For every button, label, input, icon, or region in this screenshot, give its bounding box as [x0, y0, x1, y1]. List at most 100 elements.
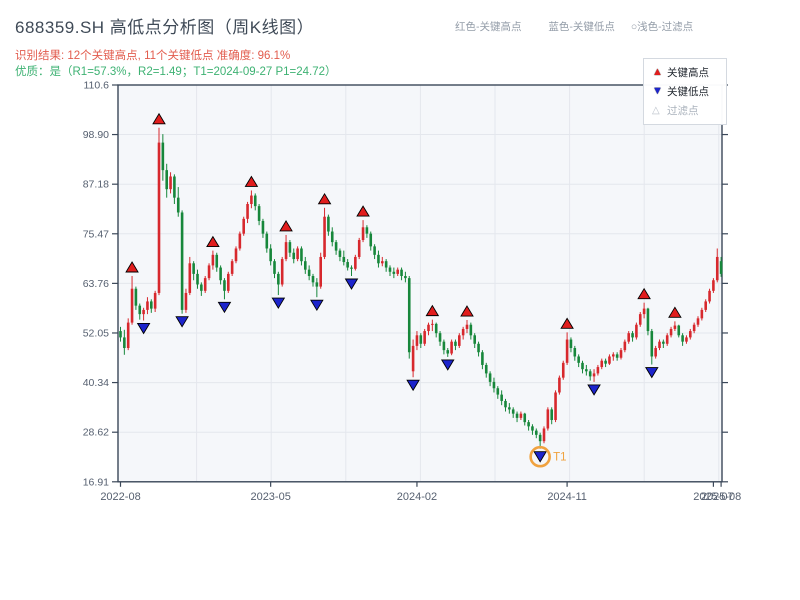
candle-body — [685, 337, 688, 342]
candle — [419, 333, 423, 349]
candle-body — [130, 288, 134, 323]
candle — [130, 276, 134, 325]
candle-body — [350, 267, 353, 269]
candle — [300, 246, 303, 266]
candle — [600, 358, 604, 370]
candle-body — [373, 246, 376, 255]
candle-body — [126, 322, 130, 349]
candle — [273, 259, 276, 279]
candle-body — [246, 204, 249, 219]
candle — [569, 337, 573, 353]
candle-body — [304, 261, 307, 270]
candle-body — [658, 341, 661, 349]
candle — [142, 307, 145, 321]
candle — [631, 331, 634, 342]
candle — [546, 407, 550, 431]
candle-body — [377, 254, 380, 264]
candle — [685, 335, 688, 344]
candle — [253, 193, 257, 211]
candle-body — [665, 335, 669, 344]
candle — [250, 190, 253, 209]
candle — [153, 290, 157, 313]
candle-body — [238, 233, 242, 249]
key-high-marker — [637, 287, 651, 300]
candle — [608, 354, 611, 365]
candle-body — [134, 288, 138, 306]
candle — [234, 246, 238, 264]
candle-body — [573, 348, 577, 357]
candle — [658, 339, 661, 351]
candle — [407, 276, 411, 359]
candle-body — [323, 216, 326, 257]
candle — [311, 273, 315, 287]
candle — [696, 316, 700, 327]
candle-body — [342, 256, 346, 263]
candle — [392, 267, 396, 279]
candle-body — [527, 422, 530, 427]
candle-body — [473, 335, 476, 344]
candle — [173, 174, 176, 205]
candle — [665, 333, 669, 346]
candle — [315, 278, 319, 298]
candle — [123, 329, 126, 355]
candle — [304, 256, 307, 274]
t1-label: T1 — [553, 452, 566, 464]
filtered-triangle-icon: △ — [652, 105, 660, 116]
candle — [646, 307, 650, 336]
candle — [527, 420, 530, 431]
candle — [284, 234, 288, 262]
candle — [446, 348, 450, 357]
candle-body — [496, 388, 500, 395]
candle-body — [523, 413, 527, 423]
candle-body — [700, 309, 704, 319]
candle-body — [592, 373, 596, 377]
candle — [319, 252, 322, 289]
candle-body — [492, 381, 496, 389]
candle — [400, 267, 403, 281]
candle — [365, 225, 369, 238]
candle-body — [635, 324, 638, 338]
candle-body — [627, 333, 630, 342]
candle — [373, 244, 376, 260]
candle-body — [384, 261, 388, 268]
candle — [627, 331, 630, 344]
candle — [677, 324, 681, 338]
candle — [230, 259, 234, 277]
candle — [715, 248, 719, 283]
candle — [354, 254, 357, 271]
candle — [415, 331, 419, 351]
key-high-marker — [279, 220, 293, 232]
candle-body — [458, 335, 461, 346]
y-tick-label: 28.62 — [83, 427, 109, 439]
candle — [334, 240, 338, 255]
candle-body — [600, 360, 604, 368]
candle-body — [211, 254, 215, 266]
key-low-marker — [310, 299, 324, 312]
candle — [450, 339, 453, 356]
candle — [496, 386, 500, 399]
candle — [704, 299, 707, 313]
candle — [585, 364, 588, 376]
candle — [477, 341, 480, 357]
candle-body — [415, 335, 419, 346]
legend-filtered-label: 过滤点 — [667, 105, 699, 117]
candle-body — [654, 348, 657, 357]
candle-body — [300, 248, 303, 262]
candle-body — [481, 352, 484, 365]
candle-body — [689, 331, 692, 338]
candle-body — [284, 242, 288, 260]
candle-body — [554, 392, 557, 421]
candle-body — [296, 248, 299, 260]
candle-body — [173, 176, 176, 198]
legend-key-high-label: 关键高点 — [667, 67, 709, 79]
candle-body — [307, 269, 311, 277]
candle-body — [650, 331, 654, 357]
key-low-marker — [175, 316, 189, 328]
candle — [404, 271, 407, 283]
candle — [681, 333, 684, 346]
candle-body — [450, 341, 453, 354]
y-tick-label: 110.6 — [84, 80, 110, 92]
candle-body — [365, 227, 369, 234]
key-low-marker — [217, 301, 232, 314]
candle — [180, 210, 184, 314]
